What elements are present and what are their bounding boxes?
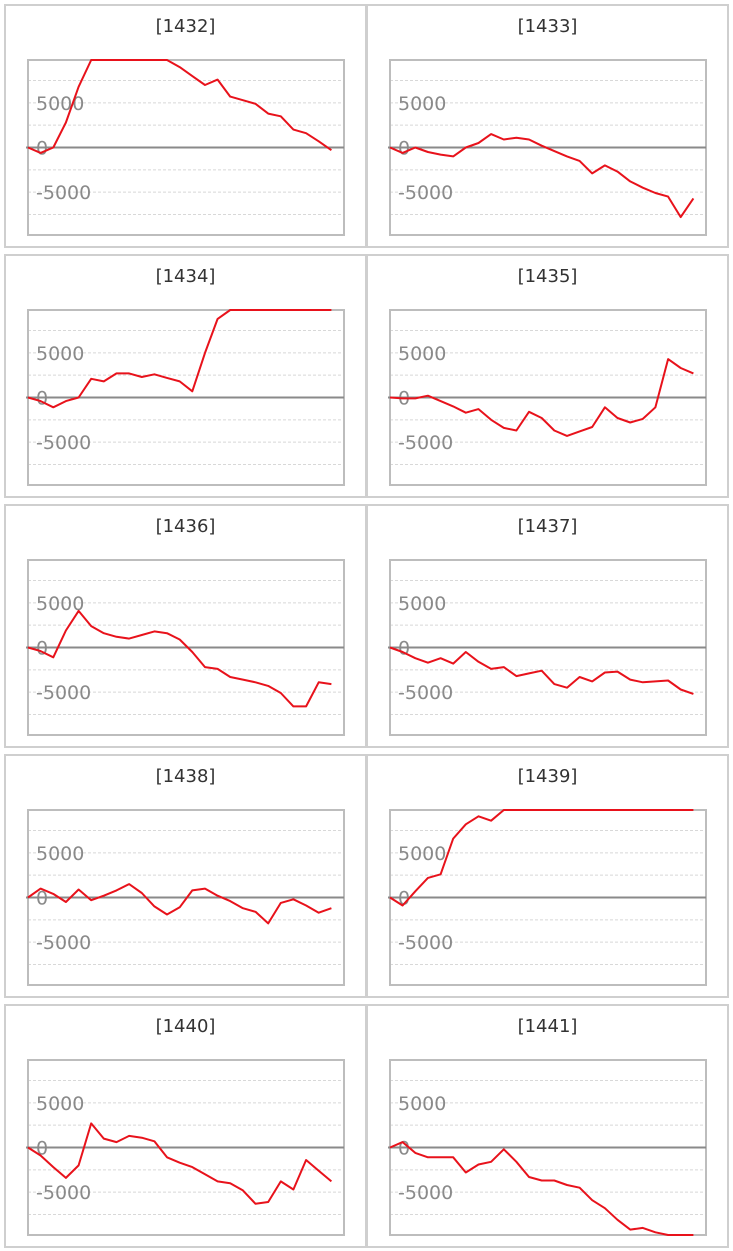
chart-title: [1441] <box>517 1016 578 1037</box>
y-tick-label: 5000 <box>398 343 446 365</box>
series-line <box>27 59 332 154</box>
y-tick-label: -5000 <box>36 932 91 954</box>
y-tick-label: 5000 <box>36 343 84 365</box>
chart-panel: [1440] 50000-5000 <box>4 1004 367 1248</box>
chart-title: [1434] <box>155 266 216 287</box>
y-tick-label: -5000 <box>36 1182 91 1204</box>
y-tick-label: -5000 <box>36 182 91 204</box>
chart-title: [1439] <box>517 766 578 787</box>
line-chart: 50000-5000 <box>26 309 345 486</box>
chart-panel: [1433] 50000-5000 <box>366 4 729 248</box>
line-chart: 50000-5000 <box>26 59 345 236</box>
y-tick-label: 5000 <box>36 593 84 615</box>
series-line <box>27 883 332 925</box>
y-tick-label: 5000 <box>36 93 84 115</box>
series-line <box>27 1122 333 1205</box>
series-line <box>389 358 694 437</box>
y-tick-label: -5000 <box>398 932 453 954</box>
chart-panel: [1435] 50000-5000 <box>366 254 729 498</box>
chart-title: [1436] <box>155 516 216 537</box>
chart-panel: [1438] 50000-5000 <box>4 754 367 998</box>
y-tick-label: -5000 <box>398 682 453 704</box>
y-tick-label: -5000 <box>36 432 91 454</box>
chart-panel: [1436] 50000-5000 <box>4 504 367 748</box>
y-tick-label: 5000 <box>398 593 446 615</box>
series-line <box>389 646 694 695</box>
line-chart: 50000-5000 <box>388 309 707 486</box>
chart-title: [1438] <box>155 766 216 787</box>
line-chart: 50000-5000 <box>26 809 345 986</box>
chart-panel: [1439] 50000-5000 <box>366 754 729 998</box>
y-tick-label: 5000 <box>398 93 446 115</box>
line-chart: 50000-5000 <box>388 59 707 236</box>
y-tick-label: -5000 <box>36 682 91 704</box>
y-tick-label: -5000 <box>398 432 453 454</box>
y-tick-label: -5000 <box>398 1182 453 1204</box>
chart-title: [1440] <box>155 1016 216 1037</box>
line-chart: 50000-5000 <box>388 1059 707 1236</box>
y-tick-label: 5000 <box>36 1093 84 1115</box>
series-line <box>389 1141 694 1236</box>
chart-title: [1435] <box>517 266 578 287</box>
chart-panel: [1437] 50000-5000 <box>366 504 729 748</box>
y-tick-label: 5000 <box>398 843 446 865</box>
line-chart: 50000-5000 <box>26 559 345 736</box>
line-chart: 50000-5000 <box>388 559 707 736</box>
line-chart: 50000-5000 <box>388 809 707 986</box>
series-line <box>389 809 694 907</box>
chart-title: [1437] <box>517 516 578 537</box>
series-line <box>27 609 332 708</box>
line-chart: 50000-5000 <box>26 1059 345 1236</box>
chart-panel: [1441] 50000-5000 <box>366 1004 729 1248</box>
y-tick-label: -5000 <box>398 182 453 204</box>
y-tick-label: 5000 <box>398 1093 446 1115</box>
chart-panel: [1434] 50000-5000 <box>4 254 367 498</box>
y-tick-label: 5000 <box>36 843 84 865</box>
series-line <box>389 133 695 219</box>
series-line <box>27 309 332 409</box>
chart-title: [1432] <box>155 16 216 37</box>
chart-title: [1433] <box>517 16 578 37</box>
chart-panel: [1432] 50000-5000 <box>4 4 367 248</box>
